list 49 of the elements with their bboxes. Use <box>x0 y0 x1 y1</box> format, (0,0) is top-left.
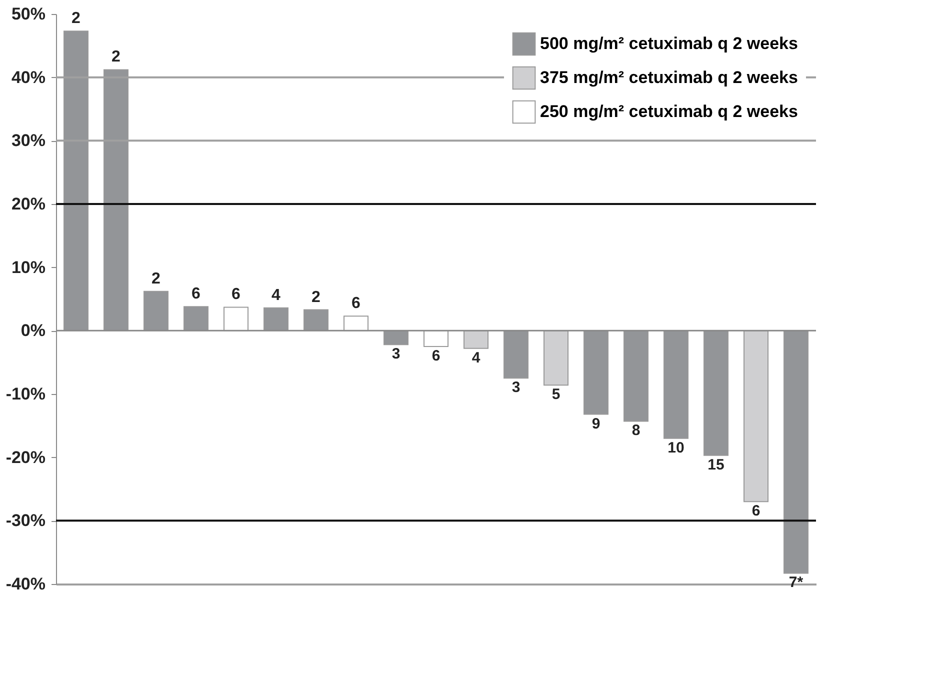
text: 6 <box>192 286 200 303</box>
y-tick-label: -40% <box>6 574 46 594</box>
bar <box>384 330 408 346</box>
text: 4 <box>472 349 480 366</box>
bar <box>704 330 728 456</box>
text: 5 <box>552 386 560 404</box>
legend-label: 375 mg/m² cetuximab q 2 weeks <box>540 68 798 87</box>
bar <box>424 330 448 347</box>
bar <box>624 330 648 422</box>
bar <box>264 307 288 332</box>
text: 2 <box>72 10 80 28</box>
text: 6 <box>352 295 360 312</box>
y-tick-label: 20% <box>11 194 46 214</box>
bar <box>744 330 768 502</box>
bar <box>664 330 688 439</box>
text: 4 <box>272 286 280 304</box>
legend-label: 250 mg/m² cetuximab q 2 weeks <box>540 102 798 121</box>
text: 2 <box>152 270 160 288</box>
y-tick-label: 30% <box>11 131 46 150</box>
bar <box>504 330 528 379</box>
text: 15 <box>708 456 724 474</box>
y-tick-label: 50% <box>11 4 46 24</box>
text: 3 <box>512 379 520 396</box>
bar <box>184 306 208 332</box>
bar <box>344 316 368 332</box>
text: 2 <box>112 48 120 66</box>
text: 6 <box>232 286 240 304</box>
text: 8 <box>632 422 640 440</box>
text: 10 <box>668 439 684 456</box>
text: 6 <box>752 502 760 520</box>
bar <box>144 290 168 332</box>
text: 6 <box>432 348 440 364</box>
text: 9 <box>592 415 600 432</box>
y-tick-label: -10% <box>6 384 46 404</box>
bar <box>544 330 568 386</box>
text: 3 <box>392 346 400 363</box>
y-tick-label: 0% <box>20 321 46 340</box>
bar <box>784 330 808 574</box>
y-tick-label: 40% <box>11 68 46 87</box>
bar <box>304 309 328 332</box>
y-tick-label: 10% <box>11 258 46 277</box>
text: 2 <box>312 288 320 306</box>
bar <box>584 330 608 415</box>
bar <box>224 306 248 332</box>
y-tick-label: -30% <box>6 511 46 530</box>
y-tick-label: -20% <box>6 448 46 467</box>
text: 7* <box>788 574 804 592</box>
bar <box>464 330 488 349</box>
legend-label: 500 mg/m² cetuximab q 2 weeks <box>540 34 798 53</box>
